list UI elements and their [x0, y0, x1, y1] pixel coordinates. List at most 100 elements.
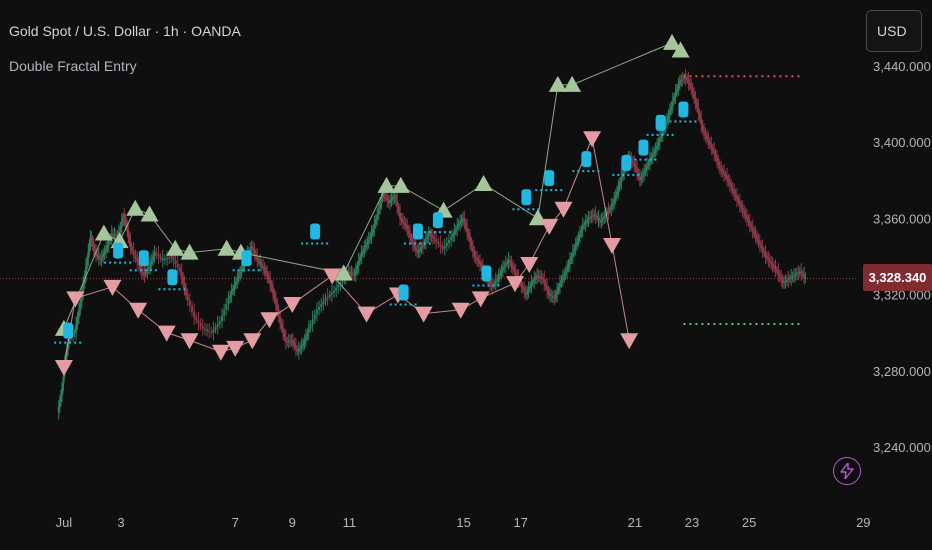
- candle-body: [777, 271, 780, 275]
- x-tick-label: 21: [628, 515, 642, 530]
- entry-marker: [521, 189, 532, 206]
- candle-body: [394, 195, 397, 202]
- entry-marker: [167, 269, 178, 286]
- candle-body: [431, 236, 434, 238]
- candle-body: [620, 177, 623, 183]
- candle-body: [720, 168, 723, 171]
- candle-body: [237, 274, 240, 279]
- candle-body: [510, 263, 513, 266]
- candle-body: [403, 222, 406, 224]
- candle-body: [324, 298, 327, 302]
- fractal-high-marker: [671, 41, 690, 58]
- candle-body: [361, 250, 364, 254]
- candle-body: [678, 81, 681, 85]
- candle-body: [638, 176, 641, 181]
- candle-body: [201, 325, 204, 329]
- lightning-icon[interactable]: [833, 457, 861, 485]
- candle-body: [107, 241, 110, 245]
- candle-body: [528, 285, 531, 289]
- candle-body: [767, 258, 770, 261]
- candle-body: [62, 376, 65, 384]
- candle-body: [541, 278, 544, 280]
- currency-button[interactable]: USD: [866, 10, 922, 52]
- candle-body: [304, 336, 307, 341]
- candle-body: [300, 345, 303, 348]
- candle-body: [590, 216, 593, 218]
- candle-body: [461, 218, 464, 221]
- candle-body: [383, 191, 386, 195]
- candle-body: [588, 217, 591, 219]
- candle-body: [311, 319, 314, 325]
- candle-body: [500, 270, 503, 274]
- fractal-low-marker: [226, 340, 245, 357]
- fractal-low-marker: [54, 359, 73, 376]
- candle-body: [124, 221, 127, 224]
- candle-body: [507, 260, 510, 263]
- candle-body: [367, 239, 370, 243]
- fractal-high-marker: [334, 264, 353, 281]
- candle-body: [349, 271, 352, 273]
- candle-body: [218, 321, 221, 325]
- candle-body: [750, 224, 753, 228]
- candle-body: [687, 80, 690, 83]
- candle-body: [182, 277, 185, 284]
- candle-body: [543, 279, 546, 284]
- candle-body: [139, 265, 142, 269]
- candle-body: [606, 212, 609, 215]
- entry-marker: [544, 170, 555, 187]
- candle-body: [718, 164, 721, 169]
- indicator-name[interactable]: Double Fractal Entry: [9, 58, 137, 74]
- candle-body: [704, 133, 707, 137]
- candle-body: [459, 222, 462, 224]
- candle-body: [123, 216, 126, 219]
- candle-body: [186, 294, 189, 301]
- entry-marker: [310, 223, 321, 240]
- candle-body: [780, 277, 783, 281]
- candle-body: [753, 230, 756, 234]
- candle-body: [172, 256, 175, 261]
- candle-body: [758, 242, 761, 245]
- candle-body: [673, 96, 676, 102]
- candle-body: [748, 222, 751, 225]
- candle-body: [556, 290, 559, 295]
- candle-body: [653, 151, 656, 155]
- candle-body: [710, 144, 713, 148]
- fractal-low-marker: [583, 131, 602, 148]
- candle-body: [120, 221, 123, 227]
- candle-body: [764, 253, 767, 257]
- candle-body: [407, 229, 410, 234]
- candle-body: [751, 227, 754, 231]
- candle-body: [59, 395, 62, 402]
- candle-body: [303, 340, 306, 345]
- candle-body: [527, 288, 530, 292]
- candle-body: [676, 88, 679, 93]
- x-tick-label: 23: [685, 515, 699, 530]
- candle-body: [377, 208, 380, 215]
- candle-body: [313, 314, 316, 320]
- candle-body: [105, 248, 108, 252]
- candle-body: [707, 139, 710, 142]
- fractal-high-marker: [391, 176, 410, 193]
- candle-body: [469, 237, 472, 243]
- candle-body: [413, 243, 416, 247]
- candle-body: [390, 199, 393, 202]
- candle-body: [389, 201, 392, 203]
- candle-body: [734, 193, 737, 197]
- candle-body: [191, 305, 194, 312]
- fractal-high-marker: [474, 174, 493, 191]
- candle-body: [538, 276, 541, 278]
- candle-body: [257, 260, 260, 263]
- fractal-high-marker: [217, 239, 236, 256]
- candle-body: [283, 332, 286, 338]
- candle-body: [514, 271, 517, 275]
- candle-body: [463, 218, 466, 224]
- candle-body: [557, 286, 560, 291]
- candle-body: [654, 148, 657, 152]
- candle-body: [688, 82, 691, 86]
- candle-body: [225, 304, 228, 310]
- candle-body: [643, 171, 646, 175]
- candle-body: [330, 292, 333, 295]
- fractal-low-marker: [129, 302, 148, 319]
- candle-body: [119, 226, 122, 233]
